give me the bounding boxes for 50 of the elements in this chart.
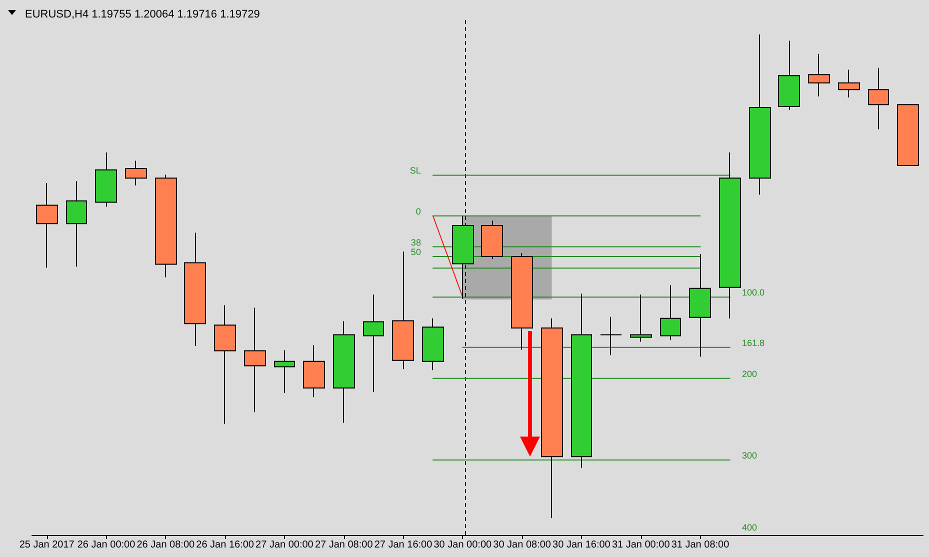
x-tick-label: 31 Jan 00:00 xyxy=(612,540,670,550)
candlestick xyxy=(95,152,117,208)
series-label: 200 xyxy=(742,368,757,379)
candlestick xyxy=(481,220,503,260)
candlestick xyxy=(689,254,711,358)
candlestick xyxy=(214,304,236,424)
x-tick-label: 25 Jan 2017 xyxy=(19,540,75,550)
x-tick-label: 31 Jan 08:00 xyxy=(671,540,730,550)
candlestick xyxy=(719,152,741,319)
candlestick xyxy=(511,252,533,350)
chart-title: EURUSD,H4 1.19755 1.20064 1.19716 1.19729 xyxy=(25,8,260,20)
candlestick xyxy=(541,318,563,519)
x-tick-label: 26 Jan 08:00 xyxy=(136,540,195,550)
candlestick xyxy=(571,293,592,468)
series-label: 300 xyxy=(742,450,757,461)
candlestick xyxy=(125,160,147,186)
candlestick xyxy=(303,344,325,398)
text: 400 xyxy=(742,522,757,532)
series-label: 100.0 xyxy=(742,288,764,298)
candlestick xyxy=(274,350,295,394)
candlestick xyxy=(36,182,58,268)
candlestick xyxy=(600,316,622,356)
series-label: SL xyxy=(410,166,421,176)
candlestick xyxy=(749,34,771,196)
candlestick xyxy=(868,67,889,130)
series-label: 38 xyxy=(410,237,421,248)
candlestick xyxy=(244,307,266,413)
candlestick xyxy=(363,294,384,392)
series-label: 161.8 xyxy=(742,338,764,348)
series-label: 0 xyxy=(416,206,421,216)
candlestick xyxy=(838,69,860,98)
x-tick-label: 27 Jan 08:00 xyxy=(314,540,374,550)
x-tick-label: 30 Jan 00:00 xyxy=(434,540,492,550)
series-label: 50 xyxy=(410,246,421,257)
candlestick xyxy=(66,180,87,268)
candlestick xyxy=(808,53,830,97)
x-tick-label: 30 Jan 08:00 xyxy=(493,540,552,550)
x-tick-label: 26 Jan 00:00 xyxy=(77,540,136,550)
x-tick-label: 27 Jan 16:00 xyxy=(374,540,433,550)
candlestick xyxy=(422,318,444,371)
x-tick-label: 30 Jan 16:00 xyxy=(552,540,611,550)
x-tick-label: 26 Jan 16:00 xyxy=(196,540,254,550)
candlestick xyxy=(333,320,355,424)
candlestick xyxy=(897,104,919,166)
x-tick-label: 27 Jan 00:00 xyxy=(256,540,314,550)
candlestick xyxy=(778,40,800,110)
candlestick xyxy=(630,294,652,342)
candlestick xyxy=(184,232,206,346)
candlestick xyxy=(660,284,681,341)
candlestick xyxy=(155,174,177,278)
